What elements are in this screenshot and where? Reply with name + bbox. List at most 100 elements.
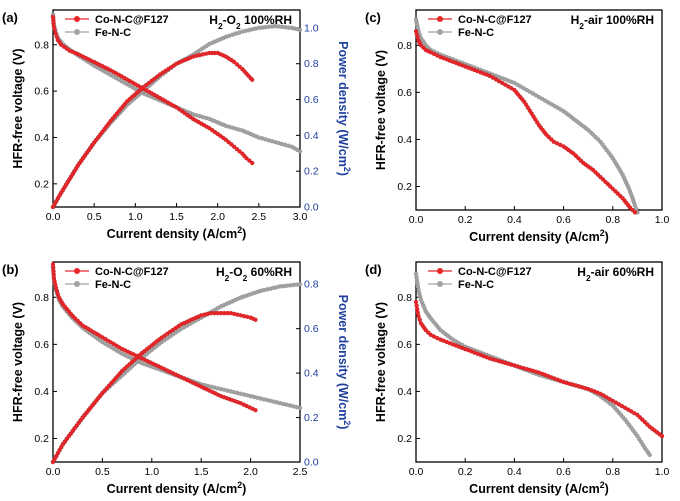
- data-point: [632, 210, 638, 215]
- legend-label: Fe-N-C: [95, 279, 131, 291]
- y2-tick-label: 0.8: [304, 58, 319, 70]
- legend-label: Co-N-C@F127: [95, 14, 169, 26]
- data-point: [525, 105, 531, 110]
- y-axis-label: HFR-free voltage (V): [11, 302, 25, 422]
- y2-tick-label: 1.0: [304, 22, 319, 34]
- y-tick-label: 0.8: [34, 292, 49, 304]
- condition-title: H2-air 60%RH: [577, 265, 654, 283]
- data-point: [529, 111, 534, 116]
- y2-tick-label: 0.2: [304, 166, 319, 178]
- x-tick-label: 2.5: [252, 211, 267, 223]
- series-1: [413, 17, 640, 215]
- condition-title: H2-O2 100%RH: [209, 13, 292, 31]
- x-tick-label: 3.0: [293, 211, 308, 223]
- series-line: [52, 25, 301, 208]
- x-tick-label: 0.0: [46, 211, 61, 223]
- x-tick-label: 1.0: [128, 211, 143, 223]
- panel-label: (b): [2, 262, 19, 277]
- panel-d: 0.0 0.2 0.4 0.6 0.8 1.0 0.2 0.4 0.6 0.8 Current de…: [365, 261, 670, 496]
- legend-swatch-marker: [74, 281, 80, 287]
- series-line: [52, 312, 256, 463]
- x-tick-label: 0.8: [605, 466, 620, 478]
- data-point: [234, 62, 240, 67]
- x-tick-label: 0.4: [507, 214, 522, 226]
- y-tick-label: 0.8: [397, 292, 412, 304]
- y-tick-label: 0.4: [397, 134, 412, 146]
- data-point: [231, 144, 237, 149]
- y2-tick-label: 0.2: [304, 412, 319, 424]
- y-tick-label: 0.2: [397, 433, 412, 445]
- y2-tick-label: 0.4: [304, 130, 319, 142]
- condition-title: H2-O2 60%RH: [216, 265, 292, 283]
- y2-tick-label: 0.6: [304, 94, 319, 106]
- y-axis-label: HFR-free voltage (V): [11, 48, 25, 168]
- series-1: [413, 271, 652, 458]
- y2-tick-label: 0.8: [304, 279, 319, 291]
- series-2: [50, 310, 258, 465]
- plot-frame: [415, 261, 663, 463]
- x-tick-label: 0.8: [605, 214, 620, 226]
- x-tick-label: 0.0: [409, 214, 424, 226]
- y-tick-label: 0.2: [34, 433, 49, 445]
- x-tick-label: 2.5: [293, 466, 308, 478]
- data-point: [533, 117, 538, 122]
- y-tick-label: 0.6: [397, 339, 412, 351]
- panel-label: (d): [365, 262, 382, 277]
- data-point: [237, 149, 242, 154]
- x-tick-label: 1.5: [169, 211, 184, 223]
- y2-axis-label: Power density (W/cm2): [336, 41, 352, 176]
- y-axis-label: HFR-free voltage (V): [374, 302, 388, 422]
- y-axis-label: HFR-free voltage (V): [374, 50, 388, 170]
- y-tick-label: 0.2: [34, 178, 49, 190]
- series-1: [50, 12, 303, 154]
- data-point: [253, 317, 258, 323]
- legend-label: Co-N-C@F127: [458, 14, 532, 26]
- y-tick-label: 0.4: [34, 132, 49, 144]
- y2-axis-label: Power density (W/cm2): [336, 295, 352, 430]
- panel-b: 0.0 0.5 1.0 1.5 2.0 2.5 0.2 0.4 0.6 0.8 0.0 0.2 0.4 0…: [2, 261, 352, 496]
- panel-a: 0.0 0.5 1.0 1.5 2.0 2.5 3.0 0.2 0.4 0.6 0.8 0.0 0.2 0…: [2, 9, 352, 241]
- series-line: [415, 273, 651, 456]
- legend-label: Fe-N-C: [95, 27, 131, 39]
- y-tick-label: 0.8: [397, 40, 412, 52]
- y-tick-label: 0.4: [34, 386, 49, 398]
- panel-label: (c): [365, 10, 381, 25]
- series-line: [415, 301, 663, 437]
- y-tick-label: 0.6: [34, 86, 49, 98]
- data-point: [659, 433, 665, 439]
- legend-swatch-marker: [74, 16, 80, 22]
- series-0: [413, 28, 638, 215]
- y-tick-label: 0.2: [397, 181, 412, 193]
- series-0: [413, 299, 665, 439]
- data-point: [297, 27, 303, 32]
- plot-frame: [415, 9, 663, 211]
- y2-tick-label: 0.0: [304, 202, 319, 214]
- legend-label: Co-N-C@F127: [458, 266, 532, 278]
- data-point: [231, 59, 237, 65]
- x-tick-label: 0.2: [458, 466, 473, 478]
- data-point: [226, 139, 231, 145]
- series-line: [52, 52, 253, 208]
- y-tick-label: 0.4: [397, 386, 412, 398]
- legend-swatch-marker: [437, 29, 443, 35]
- x-tick-label: 1.0: [655, 214, 670, 226]
- data-point: [247, 158, 252, 163]
- data-point: [297, 405, 303, 411]
- series-3: [50, 23, 303, 210]
- x-tick-label: 2.0: [210, 211, 225, 223]
- x-axis-label: Current density (A/cm2): [469, 228, 609, 244]
- y-tick-label: 0.6: [397, 87, 412, 99]
- x-tick-label: 1.0: [655, 466, 670, 478]
- series-1: [50, 264, 303, 411]
- x-axis-label: Current density (A/cm2): [107, 225, 247, 241]
- legend-swatch-marker: [437, 16, 443, 22]
- x-tick-label: 0.6: [556, 214, 571, 226]
- legend-label: Co-N-C@F127: [95, 266, 169, 278]
- legend-label: Fe-N-C: [458, 279, 494, 291]
- series-2: [50, 50, 255, 210]
